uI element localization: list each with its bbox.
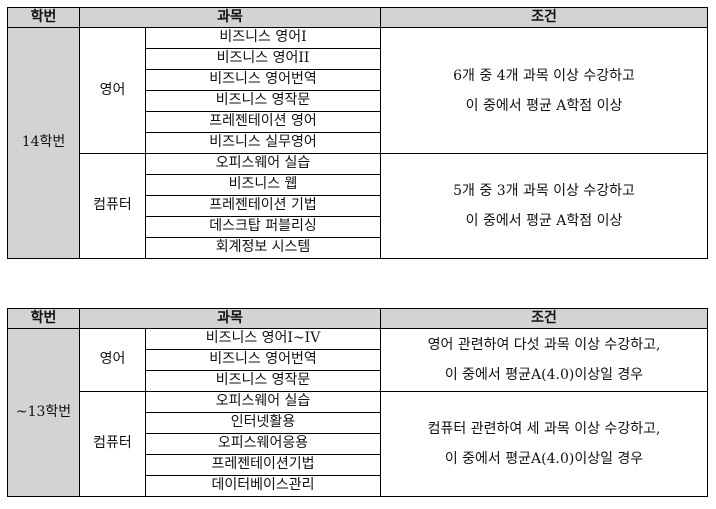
subject-cell: 비즈니스 실무영어 (144, 132, 382, 154)
header-subject: 과목 (78, 7, 382, 28)
condition-line: 이 중에서 평균A(4.0)이상일 경우 (444, 451, 644, 467)
table-row: ~13학번 영어 비즈니스 영어I~IV 영어 관련하여 다섯 과목 이상 수강하고,… (7, 328, 709, 497)
category-cell: 컴퓨터 (79, 391, 146, 497)
condition-line: 컴퓨터 관련하여 세 과목 이상 수강하고, (427, 421, 661, 437)
condition-line: 이 중에서 평균 A학점 이상 (465, 97, 623, 114)
table-row: 14학번 영어 비즈니스 영어I 6개 중 4개 과목 이상 수강하고 이 중에서 평균… (7, 27, 709, 259)
table-row: 회계정보 시스템 (8, 237, 708, 259)
table-row: 비즈니스 실무영어 (8, 132, 708, 154)
subject-cell: 회계정보 시스템 (144, 237, 382, 259)
header-year: 학번 (7, 308, 80, 329)
subject-cell: 프레젠테이션 기법 (144, 195, 382, 217)
table-row: 오피스웨어응용 (8, 433, 708, 455)
header-condition: 조건 (380, 308, 709, 329)
subject-cell: 비즈니스 영어II (144, 48, 382, 70)
table-row: 비즈니스 영어번역 (8, 349, 708, 371)
requirements-table-14: 학번 과목 조건 14학번 영어 비즈니스 영어I 6개 중 4개 과목 이상 수강하고 이 … (7, 7, 709, 259)
table-row: 데이터베이스관리 (8, 475, 708, 497)
subject-cell: 비즈니스 영어I~IV (144, 328, 382, 350)
subject-cell: 비즈니스 영어번역 (144, 349, 382, 371)
header-row: 학번 과목 조건 (7, 308, 709, 329)
subject-cell: 프레젠테이션기법 (144, 454, 382, 476)
table-row: 컴퓨터 오피스웨어 실습 5개 중 3개 과목 이상 수강하고 이 중에서 평균 A학… (8, 153, 709, 259)
subject-cell: 비즈니스 웹 (144, 174, 382, 196)
condition-cell: 컴퓨터 관련하여 세 과목 이상 수강하고, 이 중에서 평균A(4.0)이상일 … (380, 391, 709, 497)
subject-cell: 데스크탑 퍼블리싱 (144, 216, 382, 238)
subject-cell: 프레젠테이션 영어 (144, 111, 382, 133)
condition-line: 이 중에서 평균 A학점 이상 (465, 213, 623, 229)
condition-cell: 영어 관련하여 다섯 과목 이상 수강하고, 이 중에서 평균A(4.0)이상일 … (380, 328, 709, 392)
subject-cell: 비즈니스 영작문 (144, 90, 382, 112)
subject-cell: 오피스웨어 실습 (144, 391, 382, 413)
header-subject: 과목 (78, 308, 382, 329)
category-cell: 컴퓨터 (79, 153, 146, 259)
condition-line: 이 중에서 평균A(4.0)이상일 경우 (444, 367, 644, 383)
subject-cell: 비즈니스 영작문 (144, 370, 382, 392)
condition-line: 5개 중 3개 과목 이상 수강하고 (453, 183, 635, 199)
subject-cell: 인터넷활용 (144, 412, 382, 434)
year-cell: ~13학번 (7, 328, 80, 497)
header-row: 학번 과목 조건 (7, 7, 709, 28)
category-cell: 영어 (79, 328, 146, 392)
subject-cell: 데이터베이스관리 (144, 475, 382, 497)
requirements-table-13: 학번 과목 조건 ~13학번 영어 비즈니스 영어I~IV 영어 관련하여 다섯 과목 이상… (7, 308, 709, 497)
subject-cell: 비즈니스 영어I (144, 27, 382, 49)
subject-cell: 비즈니스 영어번역 (144, 69, 382, 91)
year-cell: 14학번 (7, 27, 80, 259)
header-year: 학번 (7, 7, 80, 28)
condition-line: 6개 중 4개 과목 이상 수강하고 (453, 67, 635, 84)
subject-cell: 오피스웨어응용 (144, 433, 382, 455)
header-condition: 조건 (380, 7, 709, 28)
category-cell: 영어 (79, 27, 146, 154)
subject-cell: 오피스웨어 실습 (144, 153, 382, 175)
condition-line: 영어 관련하여 다섯 과목 이상 수강하고, (427, 337, 661, 353)
table-row: 프레젠테이션기법 (8, 454, 708, 476)
